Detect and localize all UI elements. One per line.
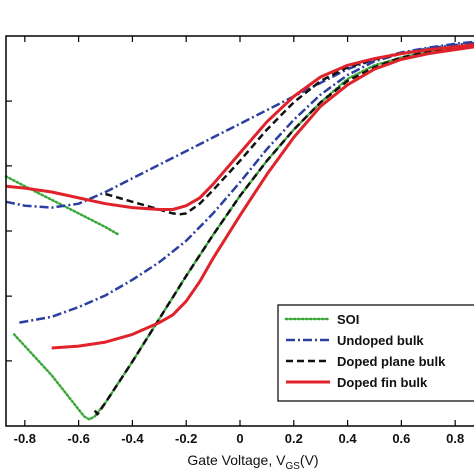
series-doped-fin-bulk-branch-1 xyxy=(5,43,474,211)
x-tick-label: -0.4 xyxy=(121,431,144,446)
legend-box xyxy=(277,304,474,402)
legend-label: Doped fin bulk xyxy=(337,375,428,390)
legend-label: Doped plane bulk xyxy=(337,354,446,369)
x-tick-label: 0.8 xyxy=(446,431,464,446)
x-axis-title: Gate Voltage, VGS(V) xyxy=(187,452,318,472)
x-tick-label: 0 xyxy=(236,431,243,446)
x-tick-label: 0.4 xyxy=(339,431,358,446)
x-tick-label: 0.6 xyxy=(392,431,410,446)
y-ticks xyxy=(6,100,12,362)
x-tick-label: -0.8 xyxy=(14,431,36,446)
x-tick-label: -0.2 xyxy=(175,431,197,446)
series-doped-fin-bulk-branch-2 xyxy=(51,45,474,350)
legend: SOI Undoped bulk Doped plane bulk Doped fin… xyxy=(277,304,474,402)
series-doped-plane-bulk-branch-2 xyxy=(93,43,474,416)
legend-label: SOI xyxy=(337,312,359,327)
x-tick-label: -0.6 xyxy=(67,431,89,446)
legend-label: Undoped bulk xyxy=(337,333,424,348)
x-tick-label: 0.2 xyxy=(285,431,303,446)
x-ticks: -0.8 -0.6 -0.4 -0.2 0 0.2 0.4 0.6 0.8 xyxy=(14,36,464,446)
curves-layer xyxy=(4,40,474,421)
